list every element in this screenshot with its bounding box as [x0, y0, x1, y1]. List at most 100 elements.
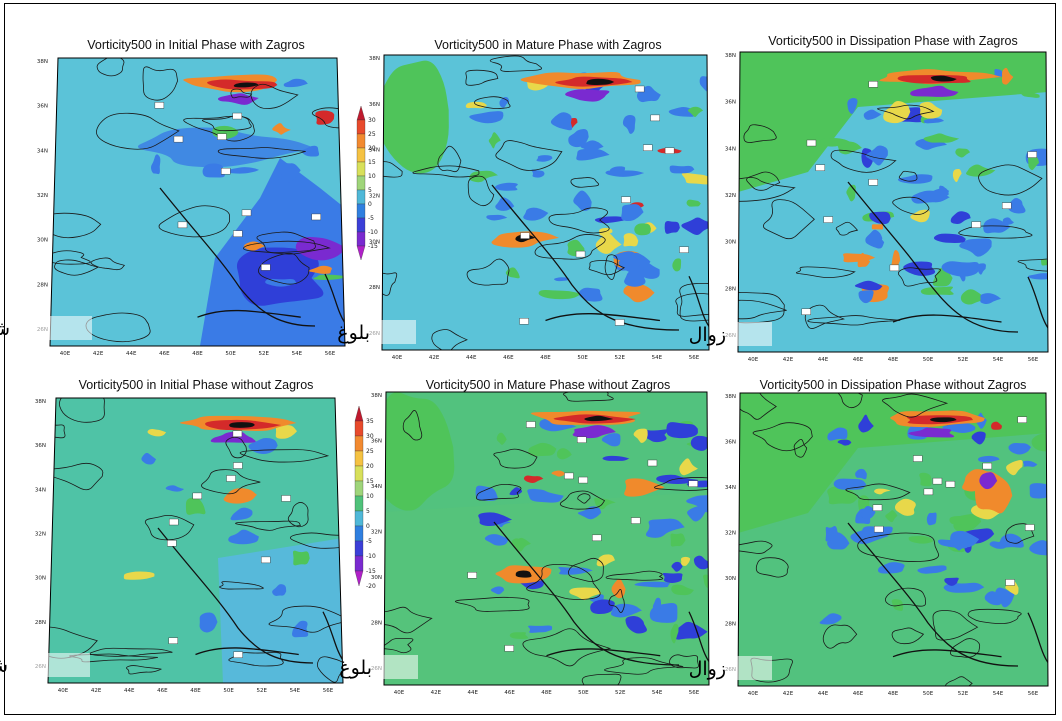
colorbar-swatch	[354, 495, 364, 512]
colorbar-swatch	[354, 510, 364, 527]
colorbar-label: -15	[366, 568, 376, 575]
colorbar-label: 0	[366, 523, 370, 530]
lon-tick: 52E	[958, 357, 969, 363]
colorbar-swatch	[354, 420, 364, 437]
colorbar-label: 5	[368, 187, 372, 194]
lon-tick: 48E	[888, 357, 899, 363]
lat-tick: 32N	[725, 531, 736, 537]
lat-tick: 36N	[725, 100, 736, 106]
panel-title: Vorticity500 in Dissipation Phase with Z…	[768, 34, 1017, 48]
lat-tick: 36N	[369, 102, 380, 108]
panel-title: Vorticity500 in Mature Phase without Zag…	[426, 378, 671, 392]
lon-tick: 50E	[223, 688, 234, 694]
vorticity-field	[382, 55, 709, 350]
lat-tick: 30N	[37, 238, 48, 244]
lat-tick: 32N	[371, 530, 382, 536]
lon-tick: 46E	[157, 688, 168, 694]
lat-tick: 38N	[371, 393, 382, 399]
lat-tick: 34N	[725, 146, 736, 152]
colorbar-swatch	[354, 555, 364, 572]
lat-tick: 34N	[35, 487, 46, 493]
panel-title: Vorticity500 in Initial Phase with Zagro…	[87, 38, 304, 52]
lon-tick: 44E	[466, 355, 477, 361]
colorbar-label: -15	[368, 243, 378, 250]
lon-tick: 54E	[290, 688, 301, 694]
colorbar-label: -10	[366, 553, 376, 560]
lon-tick: 56E	[323, 688, 334, 694]
lon-tick: 42E	[431, 690, 442, 696]
lat-tick: 36N	[725, 440, 736, 446]
lat-tick: 28N	[371, 621, 382, 627]
colorbar-swatch	[356, 105, 366, 121]
lon-tick: 42E	[91, 688, 102, 694]
colorbar-label: 20	[368, 145, 376, 152]
lon-tick: 48E	[190, 688, 201, 694]
map-panel-4: Vorticity500 in Initial Phase without Za…	[0, 378, 376, 694]
lon-tick: 52E	[257, 688, 268, 694]
colorbar-label: -5	[368, 215, 374, 222]
lon-tick: 48E	[192, 351, 203, 357]
lat-tick: 34N	[369, 148, 380, 154]
colorbar-label: 10	[368, 173, 376, 180]
colorbar-swatch	[354, 405, 364, 422]
lat-tick: 30N	[725, 576, 736, 582]
lat-tick: 38N	[37, 59, 48, 65]
phase-label: شکل گیری	[0, 654, 8, 677]
lat-tick: 36N	[35, 443, 46, 449]
colorbar-label: 15	[366, 478, 374, 485]
lon-tick: 40E	[60, 351, 71, 357]
colorbar-label: 5	[366, 508, 370, 515]
lon-tick: 54E	[993, 691, 1004, 697]
vorticity-field	[738, 393, 1048, 686]
lat-tick: 28N	[725, 286, 736, 292]
lon-tick: 56E	[689, 355, 700, 361]
colorbar-swatch	[356, 119, 366, 135]
colorbar-swatch	[356, 161, 366, 177]
lat-tick: 34N	[37, 148, 48, 154]
lon-tick: 44E	[818, 357, 829, 363]
colorbar-swatch	[356, 133, 366, 149]
lat-tick: 28N	[37, 282, 48, 288]
colorbar-label: -20	[366, 583, 376, 590]
colorbar-label: 25	[366, 448, 374, 455]
lon-tick: 56E	[689, 690, 700, 696]
lat-tick: 32N	[37, 193, 48, 199]
lat-tick: 38N	[725, 394, 736, 400]
lon-tick: 50E	[923, 357, 934, 363]
colorbar-label: 10	[366, 493, 374, 500]
lon-tick: 50E	[577, 355, 588, 361]
lat-tick: 38N	[35, 399, 46, 405]
colorbar-swatch	[356, 231, 366, 247]
lon-tick: 52E	[259, 351, 270, 357]
colorbar-swatch	[356, 203, 366, 219]
lon-tick: 42E	[429, 355, 440, 361]
panel-title: Vorticity500 in Mature Phase with Zagros	[434, 38, 661, 52]
colorbar-swatch	[356, 217, 366, 233]
lon-tick: 50E	[225, 351, 236, 357]
lat-tick: 38N	[725, 53, 736, 59]
lat-tick: 30N	[369, 239, 380, 245]
lat-tick: 36N	[37, 104, 48, 110]
lon-tick: 46E	[503, 355, 514, 361]
lat-tick: 28N	[35, 620, 46, 626]
lon-tick: 50E	[923, 691, 934, 697]
lon-tick: 56E	[1028, 357, 1039, 363]
colorbar-swatch	[354, 540, 364, 557]
lat-tick: 30N	[371, 575, 382, 581]
phase-label: زوال	[689, 324, 726, 346]
lat-tick: 32N	[35, 532, 46, 538]
lon-tick: 48E	[541, 690, 552, 696]
lon-tick: 40E	[58, 688, 69, 694]
colorbar-swatch	[356, 147, 366, 163]
lon-tick: 52E	[615, 355, 626, 361]
map-panel-1: Vorticity500 in Initial Phase with Zagro…	[0, 38, 378, 357]
lon-tick: 42E	[93, 351, 104, 357]
colorbar: 30 25 20 15 10 5 0 -5 -10 -15	[356, 105, 378, 261]
phase-label: زوال	[689, 658, 726, 680]
lat-tick: 28N	[369, 285, 380, 291]
lon-tick: 46E	[504, 690, 515, 696]
colorbar-swatch	[354, 465, 364, 482]
lat-tick: 36N	[371, 439, 382, 445]
colorbar-swatch	[356, 245, 366, 261]
